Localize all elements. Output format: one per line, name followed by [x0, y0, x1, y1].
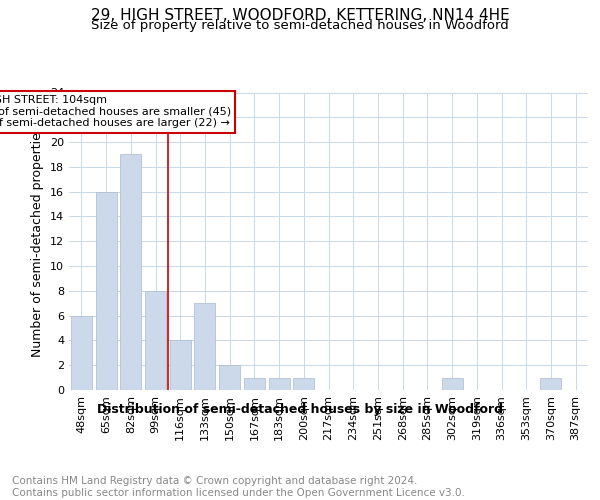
Bar	[95, 192, 116, 390]
Text: Distribution of semi-detached houses by size in Woodford: Distribution of semi-detached houses by …	[97, 402, 503, 415]
Text: 29 HIGH STREET: 104sqm  
← 67% of semi-detached houses are smaller (45)
  33% of: 29 HIGH STREET: 104sqm ← 67% of semi-det…	[0, 95, 231, 128]
Bar	[219, 365, 240, 390]
Bar	[194, 303, 215, 390]
Bar	[170, 340, 191, 390]
Bar	[120, 154, 141, 390]
Y-axis label: Number of semi-detached properties: Number of semi-detached properties	[31, 126, 44, 357]
Bar	[145, 291, 166, 390]
Bar	[442, 378, 463, 390]
Bar	[71, 316, 92, 390]
Bar	[244, 378, 265, 390]
Bar	[541, 378, 562, 390]
Text: 29, HIGH STREET, WOODFORD, KETTERING, NN14 4HE: 29, HIGH STREET, WOODFORD, KETTERING, NN…	[91, 8, 509, 22]
Text: Contains HM Land Registry data © Crown copyright and database right 2024.
Contai: Contains HM Land Registry data © Crown c…	[12, 476, 465, 498]
Text: Size of property relative to semi-detached houses in Woodford: Size of property relative to semi-detach…	[91, 19, 509, 32]
Bar	[269, 378, 290, 390]
Bar	[293, 378, 314, 390]
